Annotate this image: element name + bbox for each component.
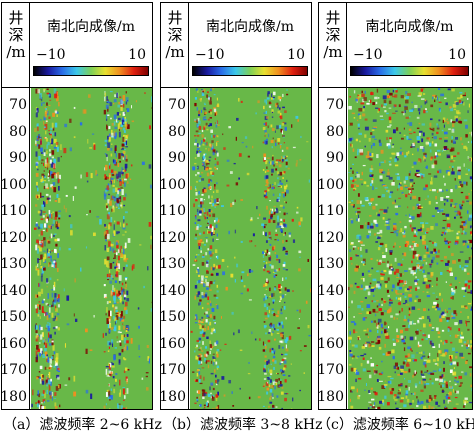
depth-label-line2: 深 [8, 26, 24, 44]
acoustic-image [348, 88, 472, 409]
panel-a: 井 深 /m 南北向成像/m −10 10 70 80 90 100 110 120 130… [0, 2, 153, 410]
depth-tick-label: 140 [317, 282, 344, 299]
depth-tick-label: 100 [0, 176, 27, 193]
header-divider [161, 87, 311, 88]
depth-tick-label: 80 [168, 123, 186, 140]
colorbar [33, 66, 149, 76]
depth-tick-label: 80 [326, 123, 344, 140]
depth-tick-label: 90 [326, 150, 344, 166]
acoustic-image-canvas [190, 88, 311, 409]
colorbar-min-label: −10 [195, 47, 225, 63]
colorbar-min-label: −10 [353, 47, 383, 63]
colorbar [350, 66, 469, 76]
depth-tick-label: 90 [168, 150, 186, 166]
panel-b: 井 深 /m 南北向成像/m −10 10 70 80 90 100 110 120 130… [159, 2, 312, 410]
depth-label-line2: 深 [167, 26, 183, 44]
acoustic-image-canvas [31, 88, 152, 409]
header-divider [2, 87, 152, 88]
image-title: 南北向成像/m [365, 19, 454, 35]
depth-tick-label: 70 [9, 97, 27, 113]
depth-axis: 70 80 90 100 110 120 130 140 150 160 170 180 [317, 87, 347, 409]
depth-label-line3: /m [323, 43, 343, 61]
image-header: 南北向成像/m −10 10 [30, 3, 152, 87]
depth-tick-label: 120 [0, 229, 27, 246]
depth-header: 井 深 /m [2, 3, 30, 87]
acoustic-image-canvas [348, 88, 472, 409]
depth-tick-label: 160 [159, 335, 186, 352]
colorbar-max-label: 10 [128, 47, 146, 63]
colorbar-max-label: 10 [287, 47, 305, 63]
depth-label-line1: 井 [167, 9, 183, 27]
depth-tick-label: 180 [159, 388, 186, 405]
depth-tick-label: 140 [159, 282, 186, 299]
depth-tick-label: 140 [0, 282, 27, 299]
depth-tick-label: 80 [9, 123, 27, 140]
depth-header: 井 深 /m [161, 3, 189, 87]
depth-tick-label: 150 [159, 309, 186, 325]
depth-tick-label: 170 [159, 362, 186, 378]
depth-tick-label: 120 [317, 229, 344, 246]
depth-tick-label: 100 [159, 176, 186, 193]
colorbar-min-label: −10 [36, 47, 66, 63]
image-header: 南北向成像/m −10 10 [189, 3, 311, 87]
depth-label-line3: /m [6, 43, 26, 61]
depth-tick-label: 150 [0, 309, 27, 325]
depth-axis: 70 80 90 100 110 120 130 140 150 160 170 180 [159, 87, 189, 409]
depth-tick-label: 170 [0, 362, 27, 378]
acoustic-image [190, 88, 311, 409]
caption-a: （a）滤波频率 2~6 kHz [3, 417, 162, 433]
depth-tick-label: 120 [159, 229, 186, 246]
depth-tick-label: 100 [317, 176, 344, 193]
image-header: 南北向成像/m −10 10 [347, 3, 472, 87]
depth-axis: 70 80 90 100 110 120 130 140 150 160 170 180 [0, 87, 30, 409]
depth-tick-label: 130 [317, 256, 344, 272]
depth-tick-label: 160 [0, 335, 27, 352]
depth-tick-label: 130 [159, 256, 186, 272]
depth-tick-label: 90 [9, 150, 27, 166]
panel-c: 井 深 /m 南北向成像/m −10 10 70 80 90 100 110 120 130… [317, 2, 473, 410]
depth-label-line1: 井 [8, 9, 24, 27]
caption-b: （b）滤波频率 3~8 kHz [163, 417, 323, 433]
acoustic-image [31, 88, 152, 409]
depth-tick-label: 70 [168, 97, 186, 113]
depth-tick-label: 160 [317, 335, 344, 352]
depth-header: 井 深 /m [319, 3, 347, 87]
colorbar [192, 66, 308, 76]
depth-tick-label: 110 [159, 203, 186, 219]
depth-label-line1: 井 [325, 9, 341, 27]
image-title: 南北向成像/m [206, 19, 294, 35]
depth-tick-label: 130 [0, 256, 27, 272]
depth-tick-label: 170 [317, 362, 344, 378]
depth-tick-label: 180 [0, 388, 27, 405]
depth-label-line3: /m [165, 43, 185, 61]
depth-tick-label: 110 [0, 203, 27, 219]
depth-label-line2: 深 [325, 26, 341, 44]
caption-c: （c）滤波频率 6~10 kHz [317, 417, 474, 433]
depth-tick-label: 110 [317, 203, 344, 219]
depth-tick-label: 70 [326, 97, 344, 113]
depth-tick-label: 180 [317, 388, 344, 405]
image-title: 南北向成像/m [47, 19, 135, 35]
colorbar-max-label: 10 [448, 47, 466, 63]
header-divider [319, 87, 472, 88]
depth-tick-label: 150 [317, 309, 344, 325]
